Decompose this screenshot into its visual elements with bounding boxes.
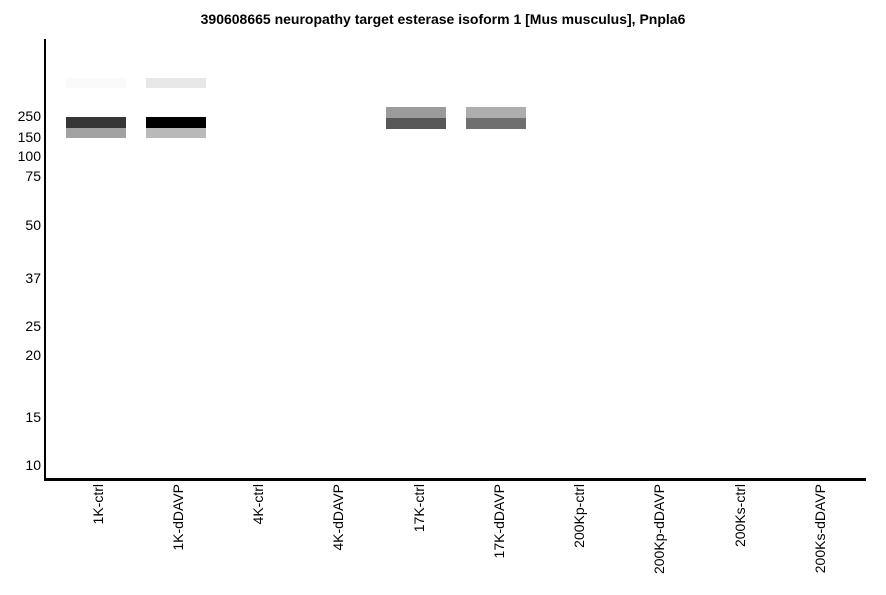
gel-band bbox=[66, 117, 126, 128]
y-tick-label: 100 bbox=[17, 148, 41, 164]
y-tick-label: 50 bbox=[25, 217, 41, 233]
gel-band bbox=[146, 78, 206, 88]
gel-band bbox=[146, 128, 206, 138]
x-lane-label: 4K-dDAVP bbox=[330, 484, 346, 551]
y-tick-label: 25 bbox=[25, 318, 41, 334]
gel-band bbox=[146, 117, 206, 128]
gel-band bbox=[386, 118, 446, 129]
gel-band bbox=[66, 78, 126, 88]
x-lane-label: 200Kp-ctrl bbox=[571, 484, 587, 548]
x-lane-label: 200Kp-dDAVP bbox=[651, 484, 667, 575]
y-tick-label: 250 bbox=[17, 108, 41, 124]
y-tick-label: 150 bbox=[17, 129, 41, 145]
figure-title: 390608665 neuropathy target esterase iso… bbox=[200, 11, 686, 27]
gel-band bbox=[466, 107, 526, 118]
x-lane-label: 200Ks-ctrl bbox=[732, 484, 748, 548]
x-axis-line bbox=[44, 478, 866, 481]
y-tick-label: 37 bbox=[25, 270, 41, 286]
x-lane-label: 17K-dDAVP bbox=[491, 484, 507, 559]
y-tick-label: 20 bbox=[25, 347, 41, 363]
x-lane-label: 1K-dDAVP bbox=[170, 484, 186, 551]
y-tick-label: 75 bbox=[25, 168, 41, 184]
x-lane-label: 17K-ctrl bbox=[411, 484, 427, 533]
y-tick-label: 15 bbox=[25, 409, 41, 425]
gel-band bbox=[66, 128, 126, 138]
y-axis-line bbox=[44, 39, 46, 481]
gel-band bbox=[466, 118, 526, 129]
x-lane-label: 4K-ctrl bbox=[250, 484, 266, 525]
x-lane-label: 200Ks-dDAVP bbox=[812, 484, 828, 574]
y-tick-label: 10 bbox=[25, 457, 41, 473]
gel-band bbox=[386, 107, 446, 118]
x-lane-label: 1K-ctrl bbox=[90, 484, 106, 525]
